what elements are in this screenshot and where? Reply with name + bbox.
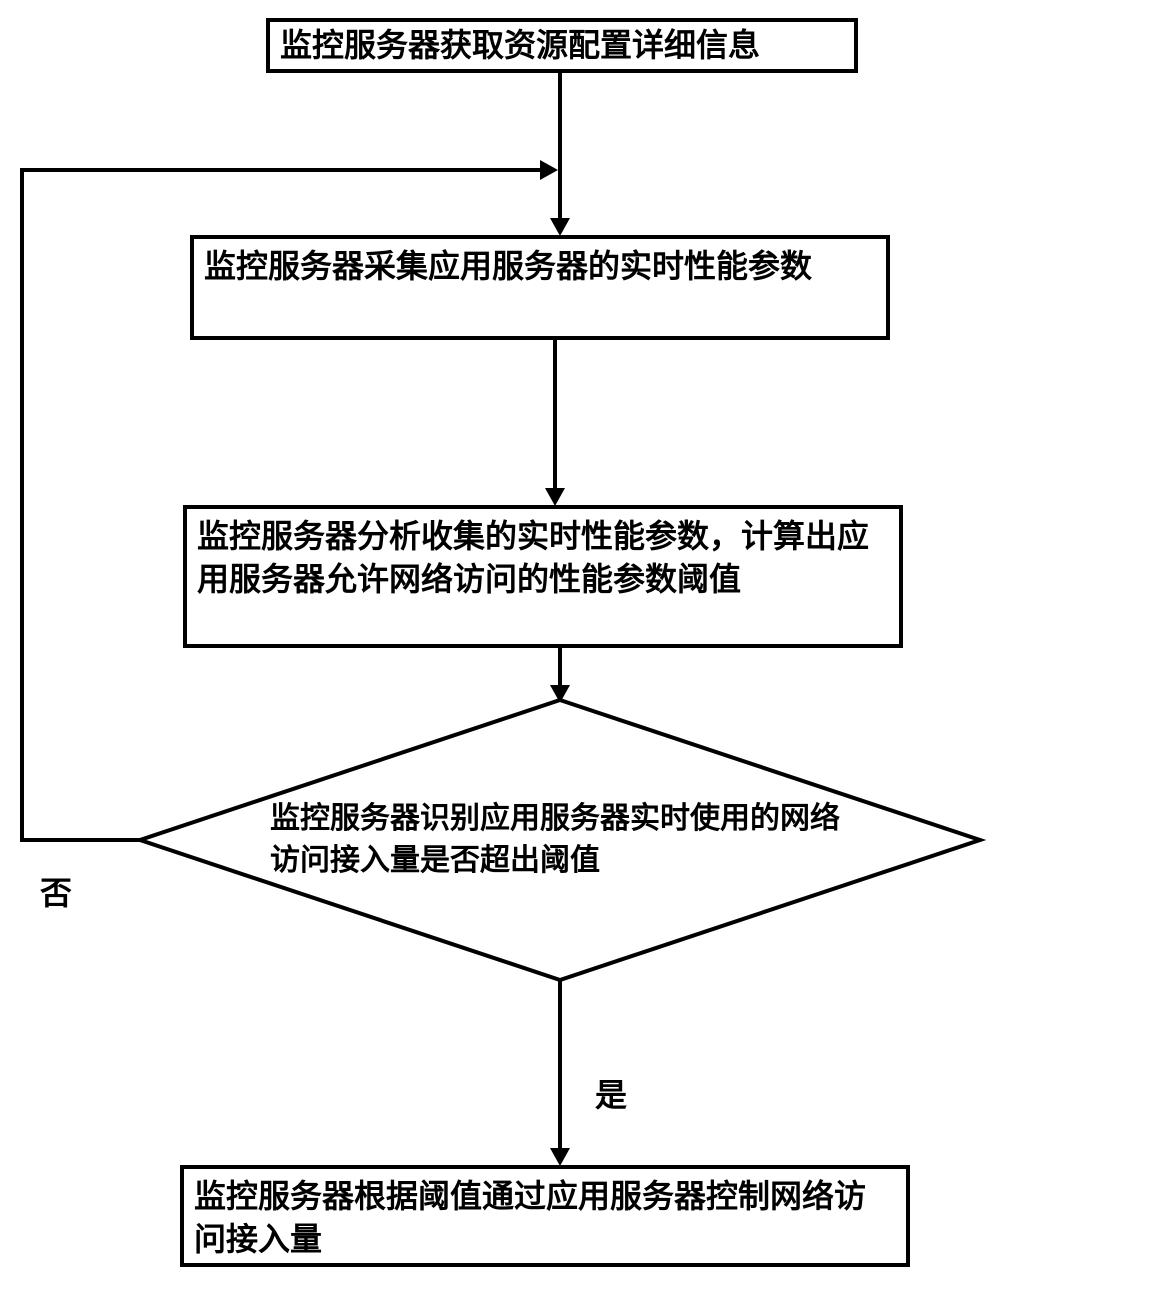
node-control-access: 监控服务器根据阈值通过应用服务器控制网络访问接入量 xyxy=(180,1165,910,1267)
node-decision-text-wrap: 监控服务器识别应用服务器实时使用的网络访问接入量是否超出阈值 xyxy=(270,798,865,882)
diamond-svg xyxy=(0,0,1156,1297)
node-control-access-text: 监控服务器根据阈值通过应用服务器控制网络访问接入量 xyxy=(194,1175,896,1261)
label-no: 否 xyxy=(40,868,72,914)
label-yes: 是 xyxy=(595,1070,627,1116)
edge-n4-left-h xyxy=(20,838,140,842)
edge-n4-n5-arrow xyxy=(550,1148,570,1166)
node-decision-text: 监控服务器识别应用服务器实时使用的网络访问接入量是否超出阈值 xyxy=(270,802,840,877)
edge-n4-n5-line xyxy=(558,980,562,1151)
